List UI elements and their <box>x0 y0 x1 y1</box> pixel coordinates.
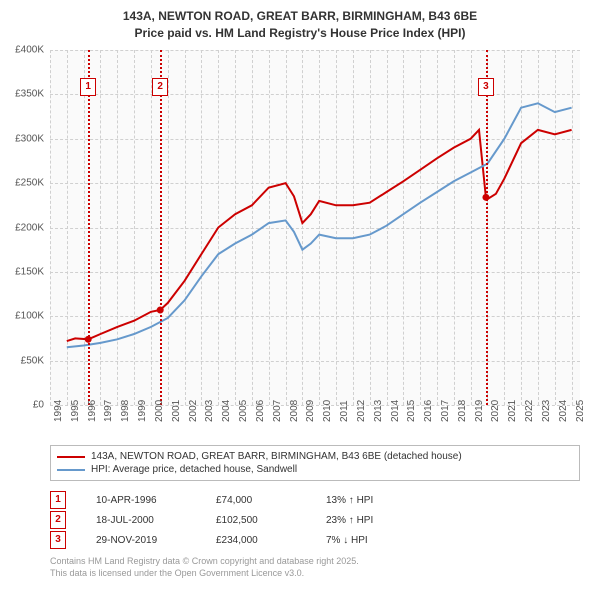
x-tick-label: 2008 <box>289 400 300 422</box>
sale-delta: 7% ↓ HPI <box>326 535 406 546</box>
x-tick-label: 1998 <box>120 400 131 422</box>
x-tick-label: 2021 <box>507 400 518 422</box>
x-tick-label: 1995 <box>70 400 81 422</box>
title-line-2: Price paid vs. HM Land Registry's House … <box>0 25 600 42</box>
legend: 143A, NEWTON ROAD, GREAT BARR, BIRMINGHA… <box>50 445 580 481</box>
chart-title: 143A, NEWTON ROAD, GREAT BARR, BIRMINGHA… <box>0 0 600 42</box>
series-hpi <box>67 103 572 347</box>
x-tick-label: 2004 <box>221 400 232 422</box>
sales-table: 1 10-APR-1996 £74,000 13% ↑ HPI 2 18-JUL-2000… <box>50 490 406 550</box>
sale-date: 29-NOV-2019 <box>96 535 186 546</box>
plot-area: 123 £0£50K£100K£150K£200K£250K£300K£350K… <box>50 50 580 405</box>
sale-date: 10-APR-1996 <box>96 495 186 506</box>
footer-line-1: Contains HM Land Registry data © Crown c… <box>50 556 359 568</box>
y-tick-label: £350K <box>15 89 44 100</box>
sale-row-marker: 3 <box>50 531 66 549</box>
x-tick-label: 2023 <box>541 400 552 422</box>
x-tick-label: 2015 <box>406 400 417 422</box>
x-tick-label: 2019 <box>474 400 485 422</box>
y-tick-label: £0 <box>33 400 44 411</box>
x-tick-label: 2024 <box>558 400 569 422</box>
x-tick-label: 2012 <box>356 400 367 422</box>
x-tick-label: 2022 <box>524 400 535 422</box>
sale-date: 18-JUL-2000 <box>96 515 186 526</box>
x-tick-label: 2017 <box>440 400 451 422</box>
sale-row: 2 18-JUL-2000 £102,500 23% ↑ HPI <box>50 510 406 530</box>
y-tick-label: £400K <box>15 45 44 56</box>
sale-marker-box: 3 <box>478 78 494 96</box>
sale-row-marker: 1 <box>50 491 66 509</box>
legend-swatch <box>57 456 85 458</box>
x-tick-label: 2011 <box>339 400 350 422</box>
sale-marker-box: 2 <box>152 78 168 96</box>
sale-marker-line <box>160 50 162 405</box>
title-line-1: 143A, NEWTON ROAD, GREAT BARR, BIRMINGHA… <box>0 8 600 25</box>
x-tick-label: 2006 <box>255 400 266 422</box>
x-tick-label: 1994 <box>53 400 64 422</box>
x-tick-label: 2020 <box>490 400 501 422</box>
sale-marker-box: 1 <box>80 78 96 96</box>
legend-item: 143A, NEWTON ROAD, GREAT BARR, BIRMINGHA… <box>57 450 573 463</box>
y-tick-label: £100K <box>15 311 44 322</box>
chart-container: 143A, NEWTON ROAD, GREAT BARR, BIRMINGHA… <box>0 0 600 590</box>
footer-line-2: This data is licensed under the Open Gov… <box>50 568 359 580</box>
x-tick-label: 2002 <box>188 400 199 422</box>
legend-swatch <box>57 469 85 471</box>
x-tick-label: 2001 <box>171 400 182 422</box>
legend-label: HPI: Average price, detached house, Sand… <box>91 464 297 475</box>
x-tick-label: 2025 <box>575 400 586 422</box>
x-tick-label: 2013 <box>373 400 384 422</box>
x-tick-label: 2005 <box>238 400 249 422</box>
sale-delta: 13% ↑ HPI <box>326 495 406 506</box>
y-tick-label: £150K <box>15 266 44 277</box>
sale-marker-line <box>88 50 90 405</box>
y-tick-label: £250K <box>15 178 44 189</box>
sale-row-marker: 2 <box>50 511 66 529</box>
x-tick-label: 2016 <box>423 400 434 422</box>
x-tick-label: 2018 <box>457 400 468 422</box>
y-tick-label: £200K <box>15 222 44 233</box>
y-tick-label: £300K <box>15 133 44 144</box>
sale-price: £234,000 <box>216 535 296 546</box>
sale-price: £102,500 <box>216 515 296 526</box>
sale-price: £74,000 <box>216 495 296 506</box>
x-tick-label: 2010 <box>322 400 333 422</box>
x-tick-label: 2009 <box>305 400 316 422</box>
x-tick-label: 2007 <box>272 400 283 422</box>
sale-delta: 23% ↑ HPI <box>326 515 406 526</box>
x-tick-label: 2003 <box>204 400 215 422</box>
x-tick-label: 1999 <box>137 400 148 422</box>
x-tick-label: 2014 <box>390 400 401 422</box>
sale-row: 3 29-NOV-2019 £234,000 7% ↓ HPI <box>50 530 406 550</box>
x-tick-label: 1997 <box>103 400 114 422</box>
line-series-svg <box>50 50 580 405</box>
y-tick-label: £50K <box>21 355 44 366</box>
footer-note: Contains HM Land Registry data © Crown c… <box>50 556 359 579</box>
x-tick-label: 2000 <box>154 400 165 422</box>
sale-row: 1 10-APR-1996 £74,000 13% ↑ HPI <box>50 490 406 510</box>
legend-item: HPI: Average price, detached house, Sand… <box>57 463 573 476</box>
legend-label: 143A, NEWTON ROAD, GREAT BARR, BIRMINGHA… <box>91 451 462 462</box>
sale-marker-line <box>486 50 488 405</box>
x-tick-label: 1996 <box>87 400 98 422</box>
